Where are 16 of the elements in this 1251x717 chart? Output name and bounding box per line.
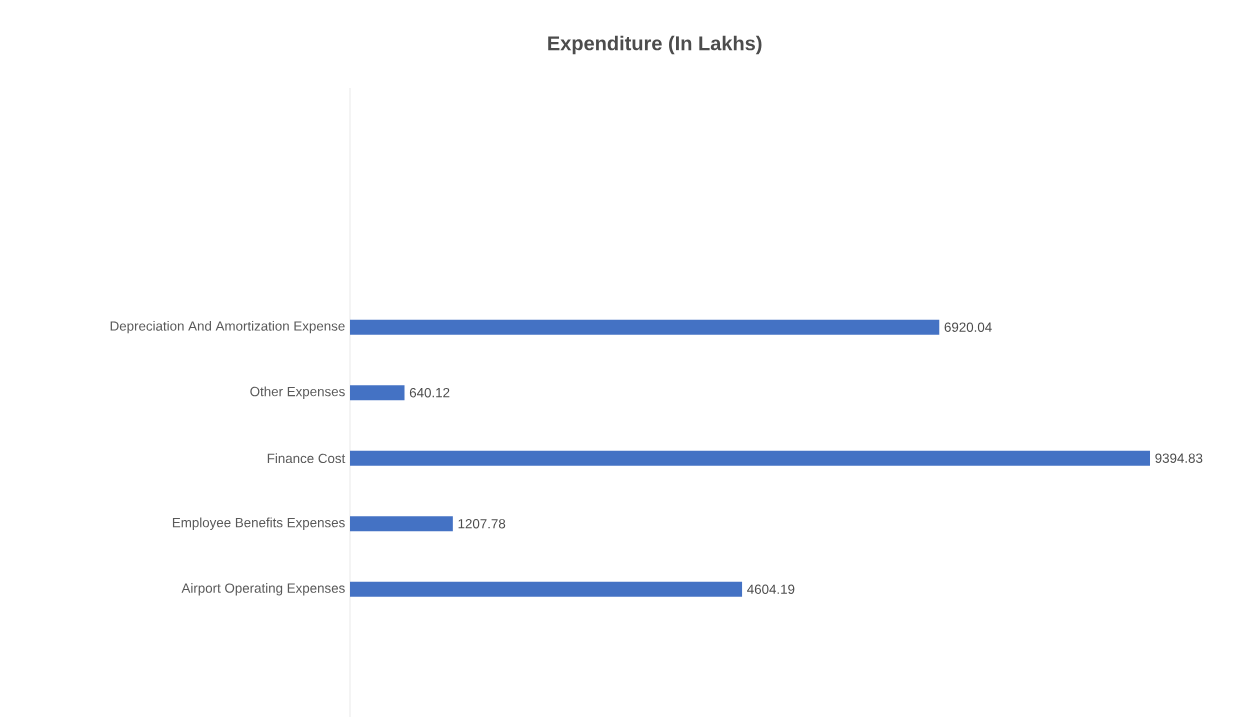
data-label: 9394.83 bbox=[1155, 453, 1203, 463]
chart-title: Expenditure (In Lakhs) bbox=[548, 35, 762, 55]
bar bbox=[350, 516, 453, 532]
data-label: 4604.19 bbox=[747, 584, 795, 594]
bar bbox=[350, 319, 940, 335]
y-tick-label: Airport Operating Expenses bbox=[181, 583, 345, 596]
y-tick-label: Finance Cost bbox=[267, 453, 346, 464]
bar bbox=[350, 385, 405, 401]
y-tick-label: Employee Benefits Expenses bbox=[172, 517, 345, 530]
bar bbox=[350, 450, 1151, 466]
data-label: 6920.04 bbox=[944, 322, 992, 332]
data-label: 640.12 bbox=[409, 387, 450, 398]
data-label: 1207.78 bbox=[458, 519, 506, 529]
bar bbox=[350, 581, 743, 597]
y-tick-label: Depreciation And Amortization Expense bbox=[110, 320, 345, 334]
y-tick-label: Other Expenses bbox=[250, 386, 345, 399]
